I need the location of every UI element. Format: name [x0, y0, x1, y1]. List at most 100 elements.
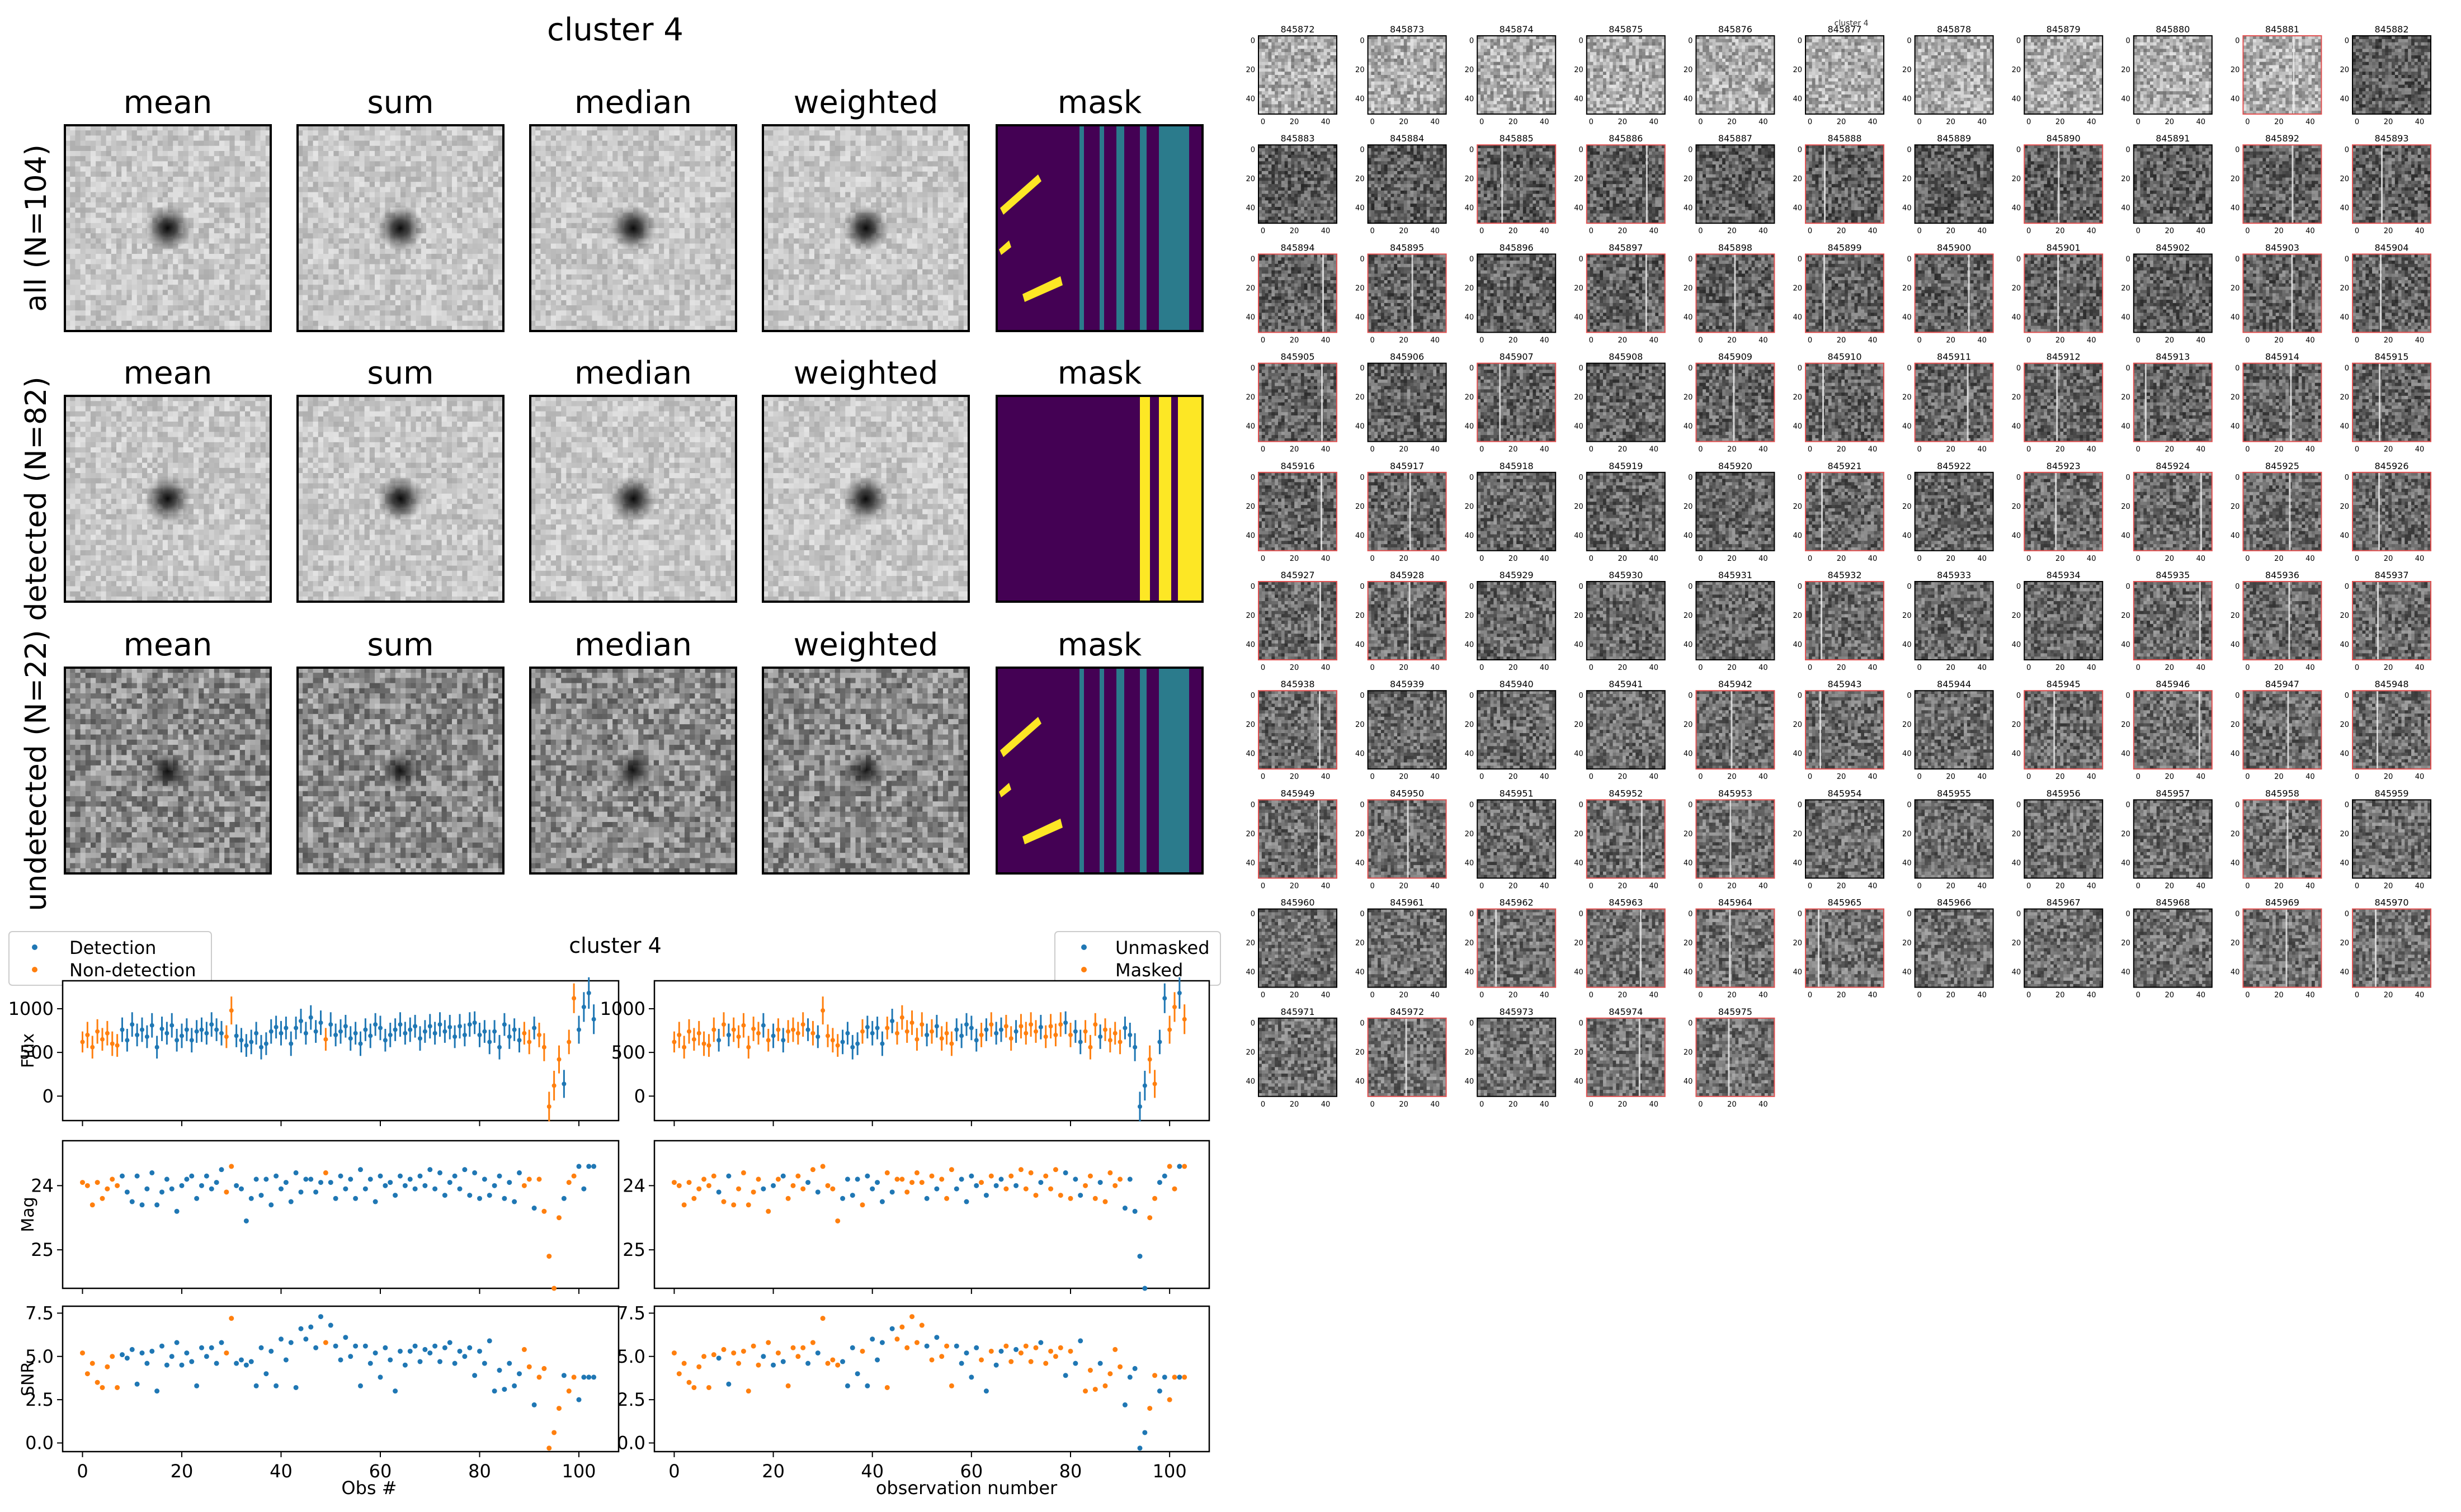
stamp-y-tick: 40 — [1684, 423, 1693, 431]
stamp-x-tick: 40 — [2415, 991, 2425, 1000]
point — [169, 1354, 175, 1359]
stamp-id: 845938 — [1280, 679, 1314, 689]
point — [299, 1189, 304, 1194]
stamp-y-tick: 0 — [1251, 583, 1255, 591]
stamp-y-tick: 40 — [1684, 641, 1693, 649]
stamp-x-tick: 0 — [2355, 227, 2359, 235]
point — [512, 1199, 517, 1204]
stamp-y-tick: 20 — [1793, 612, 1802, 620]
point — [224, 1034, 229, 1039]
stamp-id: 845908 — [1609, 352, 1643, 362]
stamp-image — [1587, 909, 1666, 988]
stack-grid: meanmeanmeansumsumsummedianmedianmedianw… — [20, 84, 1203, 911]
stamp-id: 845872 — [1280, 24, 1314, 35]
stamp-x-tick: 20 — [1290, 991, 1299, 1000]
point — [532, 1026, 536, 1030]
stamp-y-tick: 20 — [1902, 503, 1912, 511]
point — [1107, 1371, 1112, 1376]
column-title-mean-row-0: mean — [124, 84, 213, 121]
stamp-y-tick: 40 — [2340, 750, 2349, 758]
stamp-mask-streak — [2145, 363, 2147, 442]
y-tick-label: 24 — [31, 1175, 54, 1196]
point — [294, 1385, 299, 1390]
x-tick-label: 100 — [1153, 1461, 1187, 1482]
point — [850, 1345, 855, 1350]
point — [125, 1189, 130, 1194]
stamp-x-tick: 0 — [1370, 336, 1374, 344]
stamp-y-tick: 20 — [1246, 66, 1255, 74]
stamp-y-tick: 40 — [1902, 313, 1912, 322]
point — [880, 1199, 885, 1204]
point — [1029, 1359, 1034, 1364]
stamp-x-tick: 0 — [2026, 882, 2031, 890]
stamp-y-tick: 20 — [2121, 612, 2130, 620]
stamp-x-tick: 20 — [2274, 227, 2284, 235]
point — [751, 1189, 756, 1194]
point — [1034, 1345, 1039, 1350]
stamp-y-tick: 20 — [1793, 394, 1802, 402]
point — [502, 1387, 507, 1392]
stamp-y-tick: 0 — [1251, 910, 1255, 919]
stamp-id: 845900 — [1937, 242, 1971, 253]
stamp-image — [1587, 800, 1666, 878]
stamp-x-tick: 20 — [1946, 446, 1955, 454]
stamp-x-tick: 0 — [1808, 227, 1812, 235]
stamp-y-tick: 40 — [2340, 641, 2349, 649]
stamp-y-tick: 0 — [2235, 255, 2240, 263]
point — [219, 1031, 224, 1036]
point — [120, 1174, 125, 1179]
stamp-y-tick: 20 — [2012, 503, 2021, 511]
stamp-x-tick: 20 — [1618, 555, 1628, 563]
stamp-x-tick: 0 — [2136, 227, 2141, 235]
stamp-y-tick: 20 — [2340, 66, 2349, 74]
stamp-id: 845973 — [1500, 1007, 1534, 1017]
point — [562, 1196, 567, 1201]
point — [969, 1374, 974, 1379]
point — [736, 1361, 741, 1366]
point — [904, 1345, 909, 1350]
point — [120, 1028, 125, 1032]
stamp-mask-streak — [2056, 363, 2058, 442]
point — [756, 1031, 761, 1036]
stamp-y-tick: 20 — [1793, 830, 1802, 838]
point — [781, 1038, 785, 1042]
point — [567, 1388, 572, 1393]
stamp-x-tick: 20 — [1399, 118, 1408, 126]
point — [150, 1023, 154, 1028]
point — [263, 1176, 268, 1182]
point — [224, 1350, 229, 1355]
point — [482, 1361, 487, 1366]
stamp-x-tick: 0 — [2355, 664, 2359, 672]
stamp-x-tick: 0 — [1589, 773, 1593, 781]
stack-title: cluster 4 — [547, 12, 683, 48]
stamp-y-tick: 20 — [2231, 503, 2240, 511]
stamp-x-tick: 20 — [1508, 555, 1518, 563]
point — [368, 1176, 373, 1182]
stamp-mask-streak — [1818, 909, 1819, 987]
point — [974, 1345, 979, 1350]
stamp-y-tick: 20 — [1902, 830, 1912, 838]
stamp-id: 845891 — [2156, 133, 2190, 144]
point — [185, 1028, 189, 1032]
stamp-id: 845948 — [2374, 679, 2408, 689]
point — [944, 1196, 949, 1201]
stamp-y-tick: 20 — [2012, 175, 2021, 183]
stamp-x-tick: 40 — [1321, 336, 1331, 344]
stamp-y-tick: 20 — [2012, 394, 2021, 402]
stamp-y-tick: 20 — [2121, 721, 2130, 729]
point — [388, 1033, 393, 1037]
stamp-x-tick: 40 — [1758, 773, 1768, 781]
point — [313, 1345, 318, 1350]
point — [1029, 1170, 1034, 1175]
stamp-y-tick: 40 — [2231, 204, 2240, 212]
point — [492, 1029, 497, 1034]
point — [542, 1045, 546, 1050]
stamp-x-tick: 0 — [1808, 336, 1812, 344]
stamp-y-tick: 0 — [2235, 365, 2240, 373]
stamp-y-tick: 20 — [1574, 503, 1583, 511]
point — [567, 1040, 571, 1044]
point — [771, 1033, 776, 1038]
point — [984, 1193, 989, 1198]
